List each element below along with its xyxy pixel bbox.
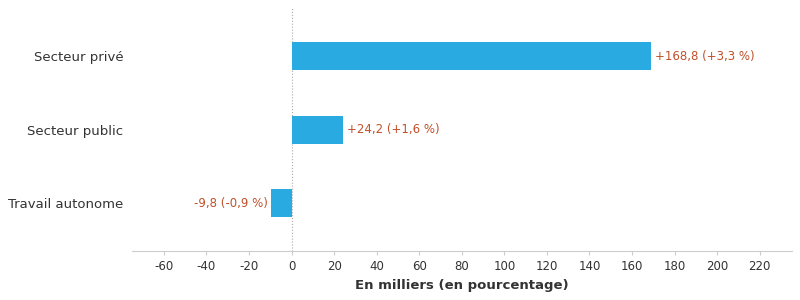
Text: +24,2 (+1,6 %): +24,2 (+1,6 %) [347, 123, 440, 136]
Bar [270, 189, 291, 217]
Bar [291, 42, 650, 70]
X-axis label: En milliers (en pourcentage): En milliers (en pourcentage) [355, 279, 569, 292]
Text: +168,8 (+3,3 %): +168,8 (+3,3 %) [655, 50, 754, 63]
Text: -9,8 (-0,9 %): -9,8 (-0,9 %) [194, 197, 267, 210]
Bar [291, 116, 343, 144]
